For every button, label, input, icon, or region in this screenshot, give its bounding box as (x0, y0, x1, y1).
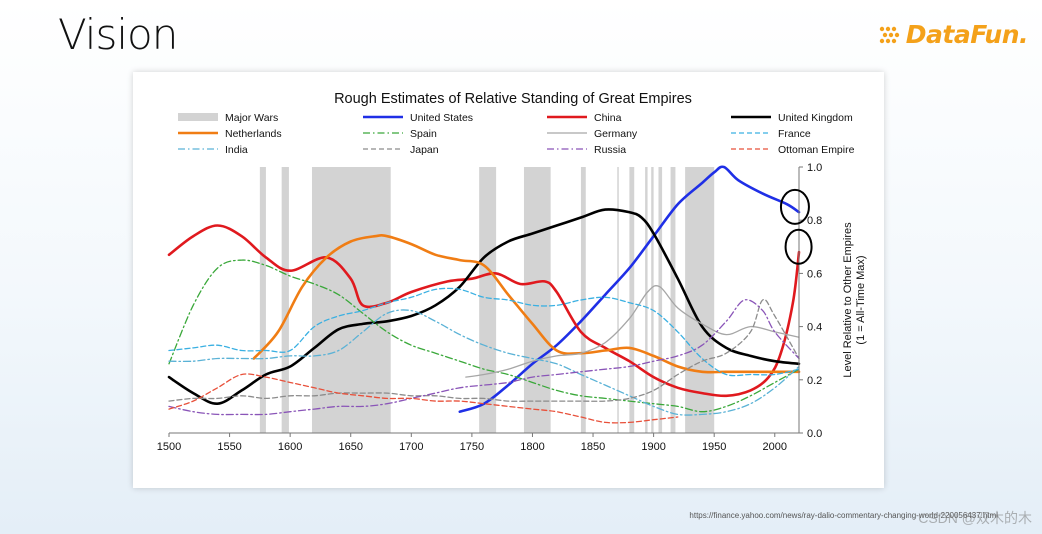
legend-item-france: France (731, 128, 811, 140)
x-tick-label: 1700 (399, 441, 423, 453)
legend-swatch (178, 113, 218, 121)
series-line-germany (465, 284, 800, 378)
series-line-netherlands (252, 234, 801, 374)
y-axis-label-line: Level Relative to Other Empires (842, 222, 854, 378)
legend-label: France (778, 128, 811, 140)
y-tick-label: 0.6 (807, 268, 822, 280)
slide-title: Vision (58, 10, 178, 59)
series-line-china (167, 224, 801, 398)
x-tick-label: 1750 (460, 441, 484, 453)
legend-label: China (594, 112, 622, 124)
series-line-ottoman-empire (168, 373, 679, 424)
y-tick-label: 0.4 (807, 322, 822, 334)
war-band (523, 167, 551, 433)
war-band (670, 167, 676, 433)
series-line-russia (168, 299, 800, 416)
legend-item-ottoman-empire: Ottoman Empire (731, 144, 855, 156)
x-tick-label: 2000 (763, 441, 787, 453)
series-line-spain (168, 259, 800, 413)
empires-chart: Rough Estimates of Relative Standing of … (157, 91, 867, 453)
legend-label: United Kingdom (778, 112, 853, 124)
csdn-watermark: CSDN @双木的木 (918, 510, 1032, 526)
legend-item-china: China (547, 112, 622, 124)
x-tick-label: 1800 (520, 441, 544, 453)
datafun-logo: DataFun. (878, 20, 1029, 49)
series-line-united-states (458, 165, 801, 413)
y-tick-label: 1.0 (807, 162, 822, 174)
war-band (685, 167, 715, 433)
series-line-france (168, 287, 800, 377)
y-tick-label: 0.8 (807, 215, 822, 227)
legend-item-germany: Germany (547, 128, 638, 140)
war-band (281, 167, 289, 433)
logo-dots-icon (879, 26, 899, 43)
series-lines (167, 165, 801, 424)
legend-label: Ottoman Empire (778, 144, 855, 156)
annotation-circle-united-states (779, 188, 810, 225)
legend-label: Major Wars (225, 112, 278, 124)
legend-item-united-kingdom: United Kingdom (731, 112, 853, 124)
source-url: https://finance.yahoo.com/news/ray-dalio… (689, 511, 998, 520)
legend-item-united-states: United States (363, 112, 473, 124)
legend-label: India (225, 144, 248, 156)
x-tick-label: 1850 (581, 441, 605, 453)
legend-item-russia: Russia (547, 144, 626, 156)
x-tick-label: 1650 (338, 441, 362, 453)
legend-label: Spain (410, 128, 437, 140)
war-band (617, 167, 619, 433)
logo-text: DataFun. (905, 20, 1029, 49)
x-tick-label: 1500 (157, 441, 181, 453)
chart-card: Rough Estimates of Relative Standing of … (133, 72, 884, 488)
chart-legend: Major Wars United States China United Kingd… (178, 112, 855, 156)
legend-item-japan: Japan (363, 144, 439, 156)
war-band (259, 167, 266, 433)
war-band (651, 167, 654, 433)
war-band (658, 167, 663, 433)
x-tick-label: 1950 (702, 441, 726, 453)
legend-item-india: India (178, 144, 248, 156)
x-tick-label: 1900 (641, 441, 665, 453)
legend-label: Russia (594, 144, 626, 156)
series-line-japan (168, 298, 800, 402)
war-band (479, 167, 497, 433)
legend-label: Japan (410, 144, 439, 156)
y-tick-label: 0.0 (807, 428, 822, 440)
series-line-united-kingdom (167, 208, 801, 406)
y-axis-label-line: (1 = All-Time Max) (855, 255, 867, 344)
legend-item-spain: Spain (363, 128, 437, 140)
war-band (645, 167, 648, 433)
series-line-india (168, 309, 800, 416)
y-axis-label: Level Relative to Other Empires(1 = All-… (842, 222, 867, 378)
legend-label: Netherlands (225, 128, 282, 140)
x-tick-label: 1550 (217, 441, 241, 453)
war-band (629, 167, 635, 433)
legend-label: Germany (594, 128, 638, 140)
legend-item-major-wars: Major Wars (178, 112, 278, 124)
x-tick-label: 1600 (278, 441, 302, 453)
legend-label: United States (410, 112, 473, 124)
chart-title: Rough Estimates of Relative Standing of … (334, 91, 692, 107)
major-war-bands (259, 167, 715, 433)
chart-axes: 1500 1550 1600 1650 1700 1750 1800 1850 1900 1950… (157, 162, 823, 453)
chart-annotations (779, 188, 813, 265)
annotation-circle-china (784, 228, 813, 265)
legend-item-netherlands: Netherlands (178, 128, 282, 140)
y-tick-label: 0.2 (807, 375, 822, 387)
war-band (311, 167, 391, 433)
